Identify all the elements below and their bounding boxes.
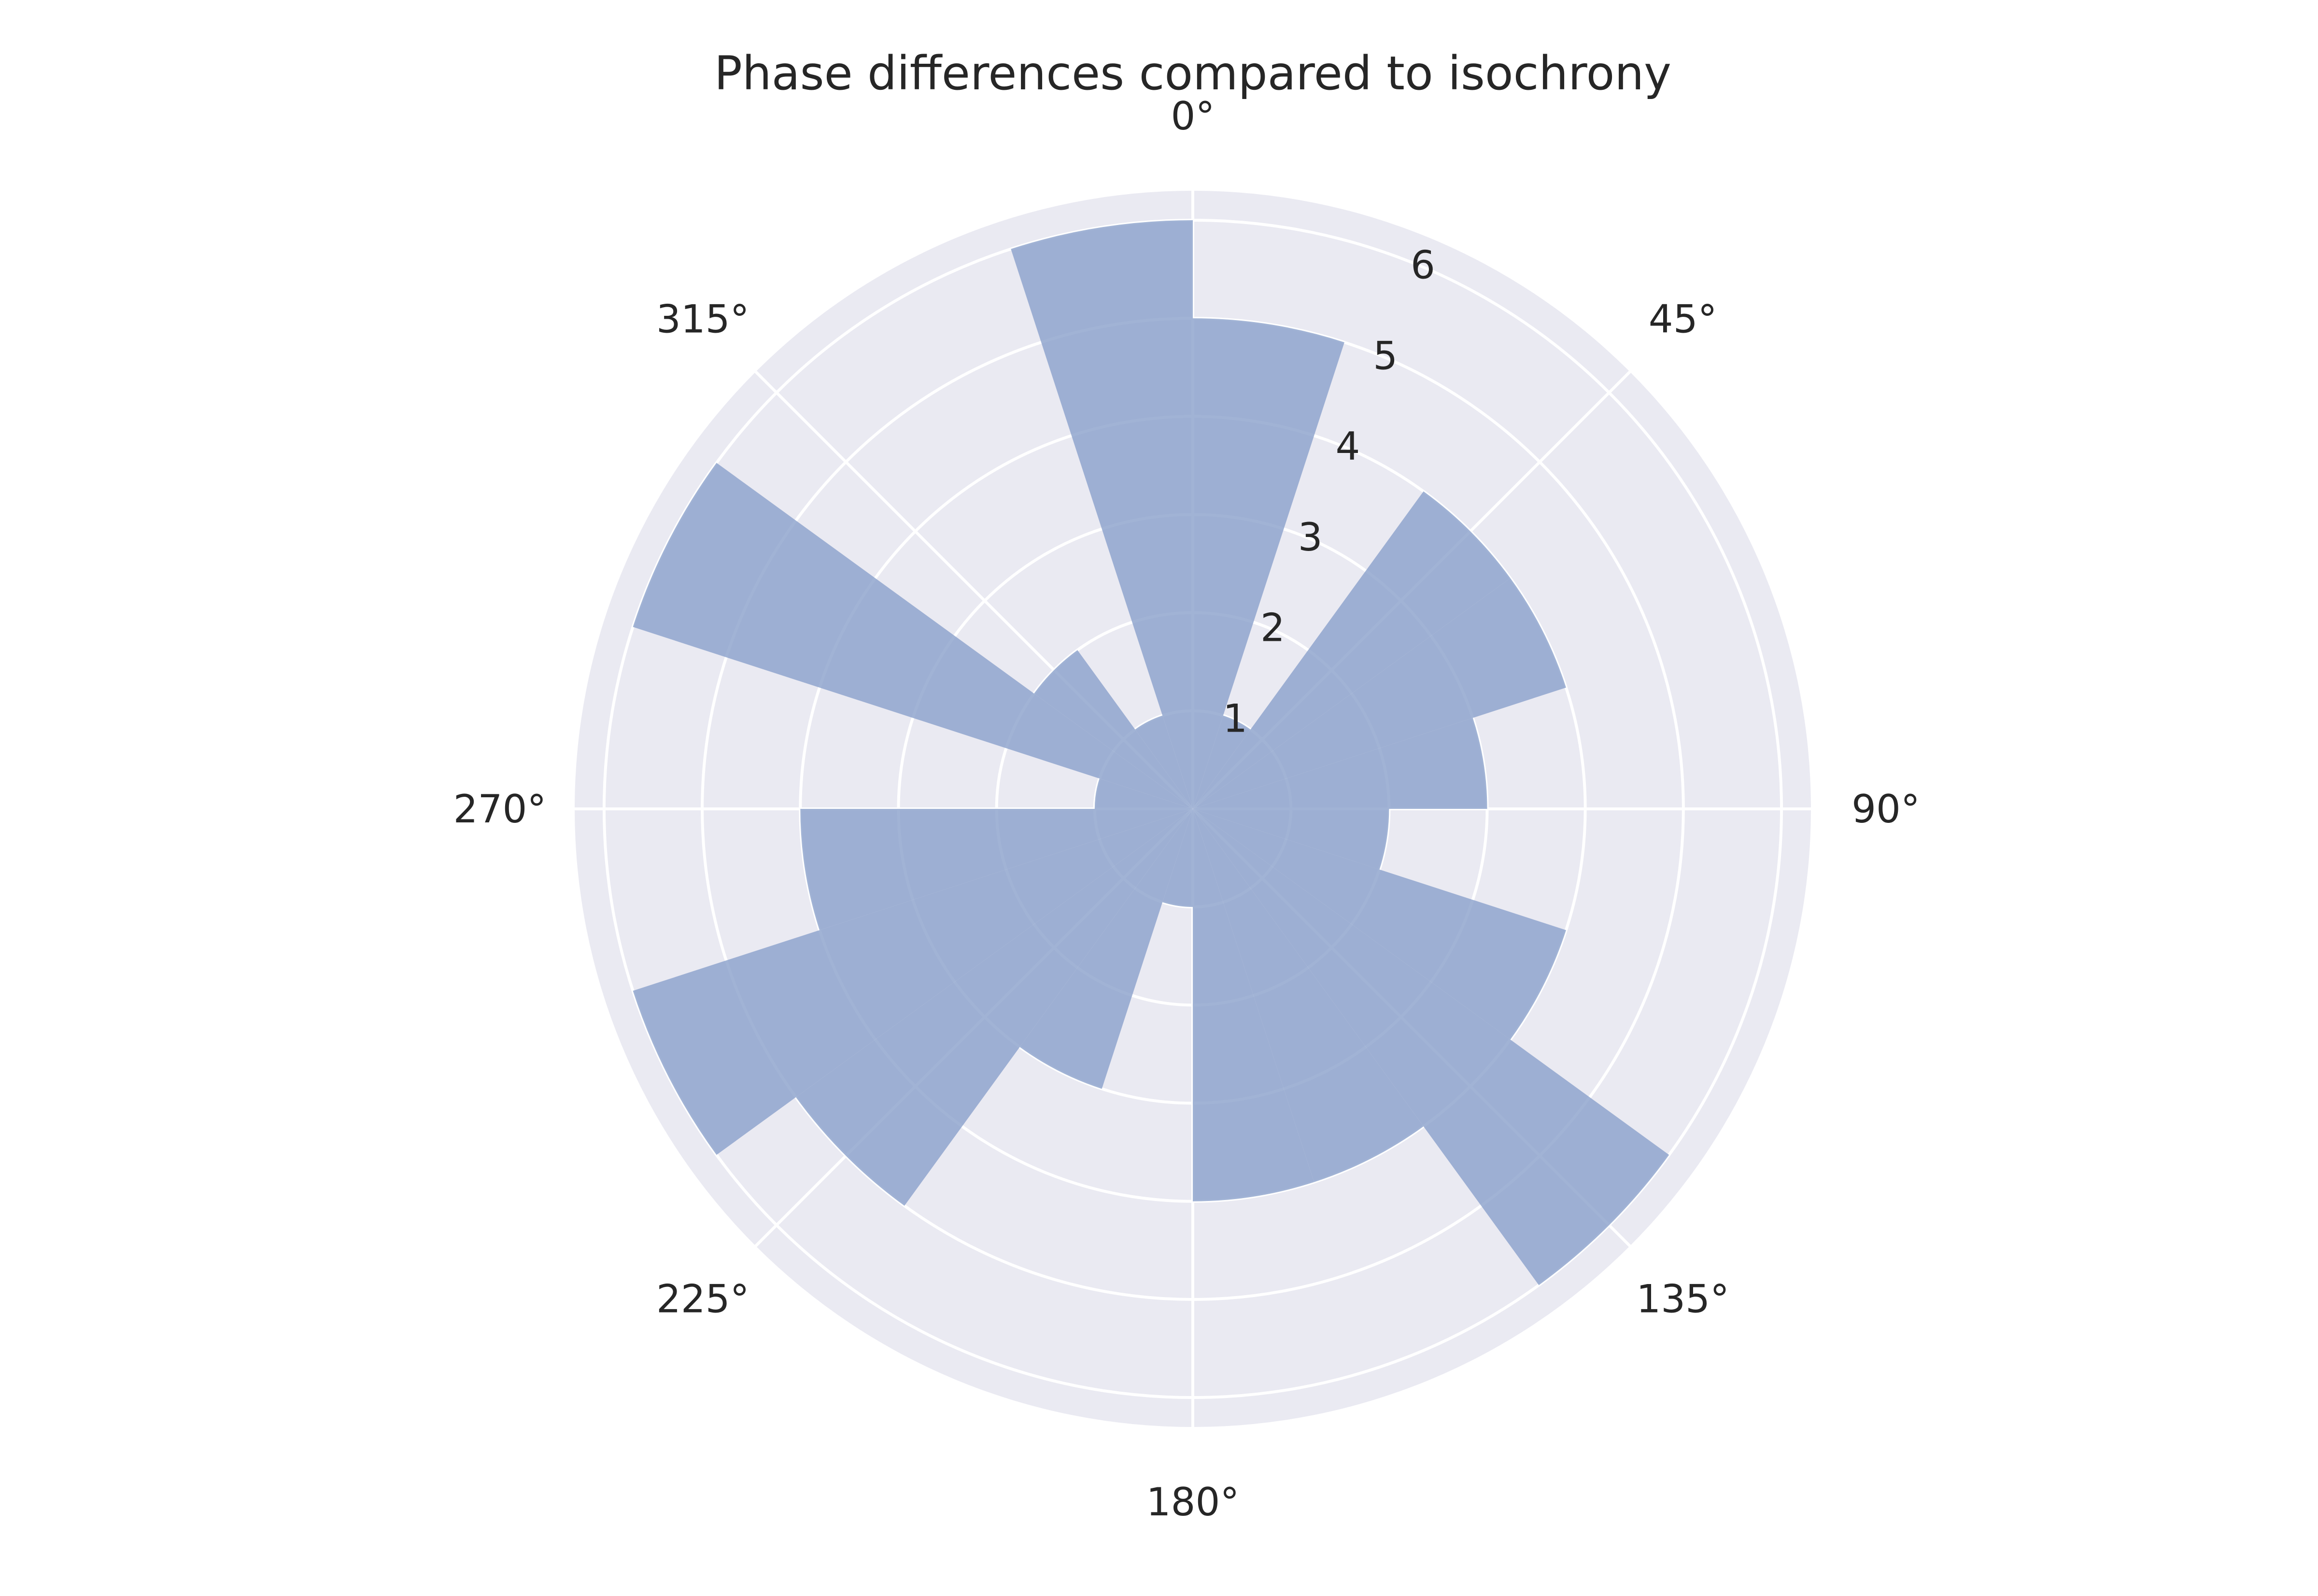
bar-8 bbox=[1193, 809, 1424, 1182]
theta-tick-label-180: 180° bbox=[1146, 1480, 1240, 1525]
bar-13 bbox=[633, 809, 1193, 1155]
bar-16 bbox=[633, 463, 1193, 809]
bar-15 bbox=[1094, 778, 1193, 809]
r-tick-label-1: 1 bbox=[1223, 696, 1247, 741]
bar-12 bbox=[796, 809, 1193, 1206]
theta-tick-label-270: 270° bbox=[453, 787, 547, 832]
bar-2 bbox=[1193, 491, 1511, 809]
bars bbox=[633, 220, 1669, 1285]
angular-tick-labels: 0° 45° 90° 135° 180° 225° 270° 315° bbox=[453, 94, 1920, 1525]
bar-18 bbox=[1135, 715, 1193, 809]
bar-11 bbox=[1019, 809, 1193, 1089]
r-tick-label-3: 3 bbox=[1298, 515, 1323, 560]
bar-5 bbox=[1193, 809, 1389, 870]
bar-3 bbox=[1193, 578, 1566, 809]
theta-tick-label-0: 0° bbox=[1171, 94, 1215, 139]
bar-14 bbox=[800, 809, 1193, 931]
theta-tick-label-315: 315° bbox=[656, 297, 749, 341]
bar-17 bbox=[1034, 650, 1193, 809]
theta-tick-label-225: 225° bbox=[656, 1277, 749, 1322]
bar-6 bbox=[1193, 809, 1566, 1040]
bar-4 bbox=[1193, 718, 1487, 809]
r-tick-label-2: 2 bbox=[1260, 606, 1285, 650]
theta-tick-label-45: 45° bbox=[1649, 297, 1717, 341]
r-tick-label-4: 4 bbox=[1336, 424, 1360, 469]
chart-title: Phase differences compared to isochrony bbox=[714, 46, 1671, 100]
theta-tick-label-135: 135° bbox=[1636, 1277, 1729, 1322]
r-tick-label-5: 5 bbox=[1373, 333, 1398, 378]
bar-7 bbox=[1193, 809, 1669, 1285]
r-tick-label-6: 6 bbox=[1411, 243, 1435, 288]
bar-1 bbox=[1193, 715, 1251, 809]
bar-0 bbox=[1193, 318, 1344, 809]
bar-19 bbox=[1011, 220, 1193, 809]
radial-tick-labels: 1 2 3 4 56 bbox=[1223, 243, 1435, 741]
bar-9 bbox=[1193, 809, 1314, 1201]
bar-10 bbox=[1162, 809, 1193, 907]
theta-tick-label-90: 90° bbox=[1852, 787, 1920, 832]
